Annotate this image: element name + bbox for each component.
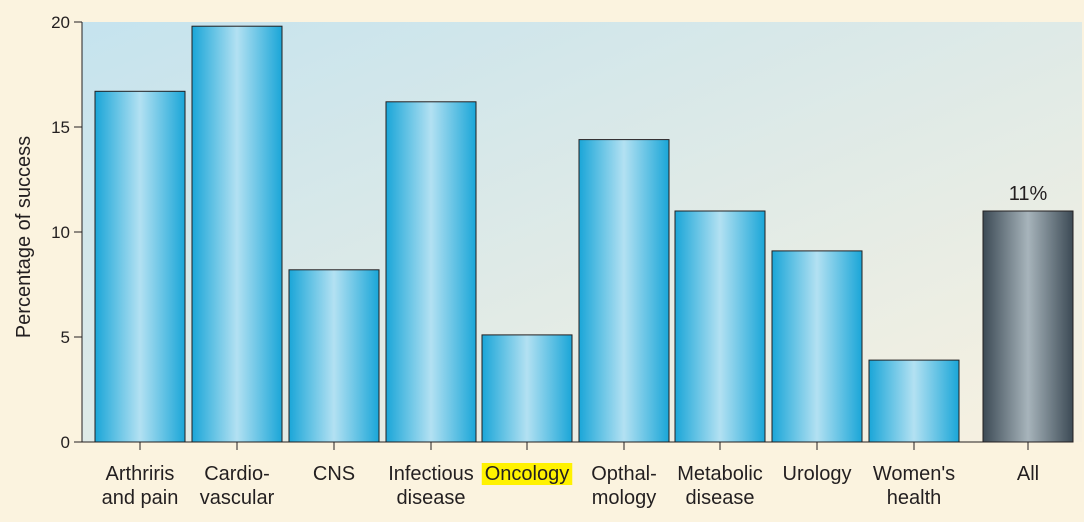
x-tick-label: Opthal-mology bbox=[591, 463, 657, 509]
bar bbox=[868, 359, 960, 443]
bar bbox=[674, 210, 766, 443]
category-label: Arthriris and pain bbox=[102, 463, 179, 509]
category-label: Metabolic disease bbox=[677, 463, 763, 509]
bar bbox=[385, 101, 477, 443]
bar bbox=[481, 334, 573, 443]
axis-layer: 0 5 10 15 20 bbox=[51, 13, 1070, 452]
data-label: 11% bbox=[1009, 183, 1048, 205]
highlight-marker bbox=[481, 463, 573, 485]
x-tick-label: CNS bbox=[313, 463, 355, 485]
y-tick-label: 0 bbox=[61, 433, 70, 452]
x-tick-label: Arthriris and pain bbox=[102, 463, 179, 509]
x-tick-label: Infectious disease bbox=[388, 463, 474, 509]
bar bbox=[288, 269, 380, 443]
x-tick-label: All bbox=[1017, 463, 1039, 485]
x-tick-label: Cardio-vascular bbox=[200, 463, 275, 509]
x-tick-label: Metabolic disease bbox=[677, 463, 763, 509]
x-tick-label: Women's health bbox=[873, 463, 955, 509]
category-label: Opthal-mology bbox=[591, 463, 657, 509]
category-label: Oncology bbox=[481, 463, 573, 485]
y-tick-label: 10 bbox=[51, 223, 70, 242]
category-label: Urology bbox=[783, 463, 852, 485]
category-label: Cardio-vascular bbox=[200, 463, 275, 509]
category-label: All bbox=[1017, 463, 1039, 485]
bar bbox=[191, 25, 283, 443]
x-tick-label: Urology bbox=[783, 463, 852, 485]
category-label: Women's health bbox=[873, 463, 955, 509]
y-axis-title: Percentage of success bbox=[13, 136, 35, 338]
y-tick-label: 20 bbox=[51, 13, 70, 32]
bar bbox=[94, 90, 186, 443]
bar bbox=[771, 250, 863, 443]
bar bbox=[982, 210, 1074, 443]
y-tick-label: 5 bbox=[61, 328, 70, 347]
x-tick-label: Oncology bbox=[485, 463, 570, 485]
bars-layer bbox=[94, 25, 1074, 443]
bar bbox=[578, 139, 670, 443]
category-label: CNS bbox=[313, 463, 355, 485]
y-tick-label: 15 bbox=[51, 118, 70, 137]
category-label: Infectious disease bbox=[388, 463, 474, 509]
labels-layer: Arthriris and pain Cardio-vascular CNS Infec… bbox=[102, 183, 1048, 509]
